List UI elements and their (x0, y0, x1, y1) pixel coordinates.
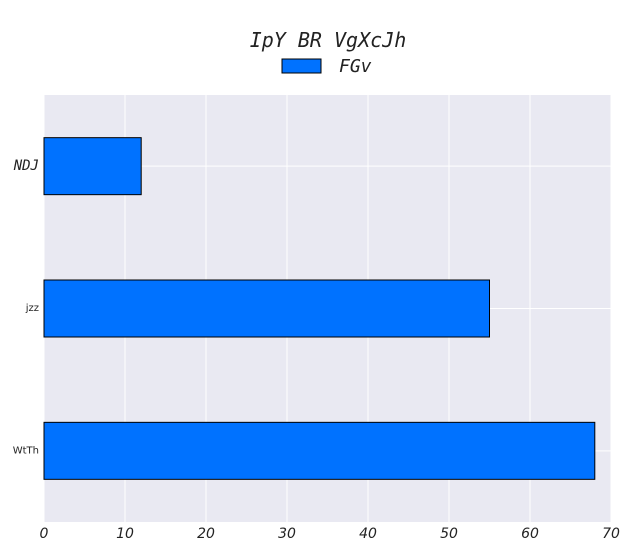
bar-WtTh (43, 421, 596, 480)
x-tick-label-0: 0 (40, 526, 49, 542)
y-tick-label-jzz: jzz (25, 303, 39, 314)
legend-label: FGv (339, 56, 372, 77)
x-tick-label-7: 70 (602, 526, 620, 542)
bar-jzz (43, 279, 490, 338)
x-tick-label-5: 50 (440, 526, 458, 542)
x-tick-label-6: 60 (521, 526, 539, 542)
y-tick-label-WtTh: WtTh (13, 445, 39, 456)
x-tick-label-2: 20 (197, 526, 215, 542)
x-tick-label-3: 30 (278, 526, 296, 542)
x-tick-label-4: 40 (359, 526, 377, 542)
legend: FGv (281, 56, 372, 77)
bars (43, 137, 596, 480)
y-axis-ticks: NDJ jzz WtTh (13, 158, 39, 456)
legend-swatch (281, 58, 322, 74)
x-axis-ticks: 0 10 20 30 40 50 60 70 (40, 526, 620, 542)
y-tick-label-NDJ: NDJ (13, 158, 39, 174)
chart-title: IpY BR VgXcJh (250, 28, 407, 52)
x-tick-label-1: 10 (116, 526, 134, 542)
bar-NDJ (43, 137, 142, 196)
